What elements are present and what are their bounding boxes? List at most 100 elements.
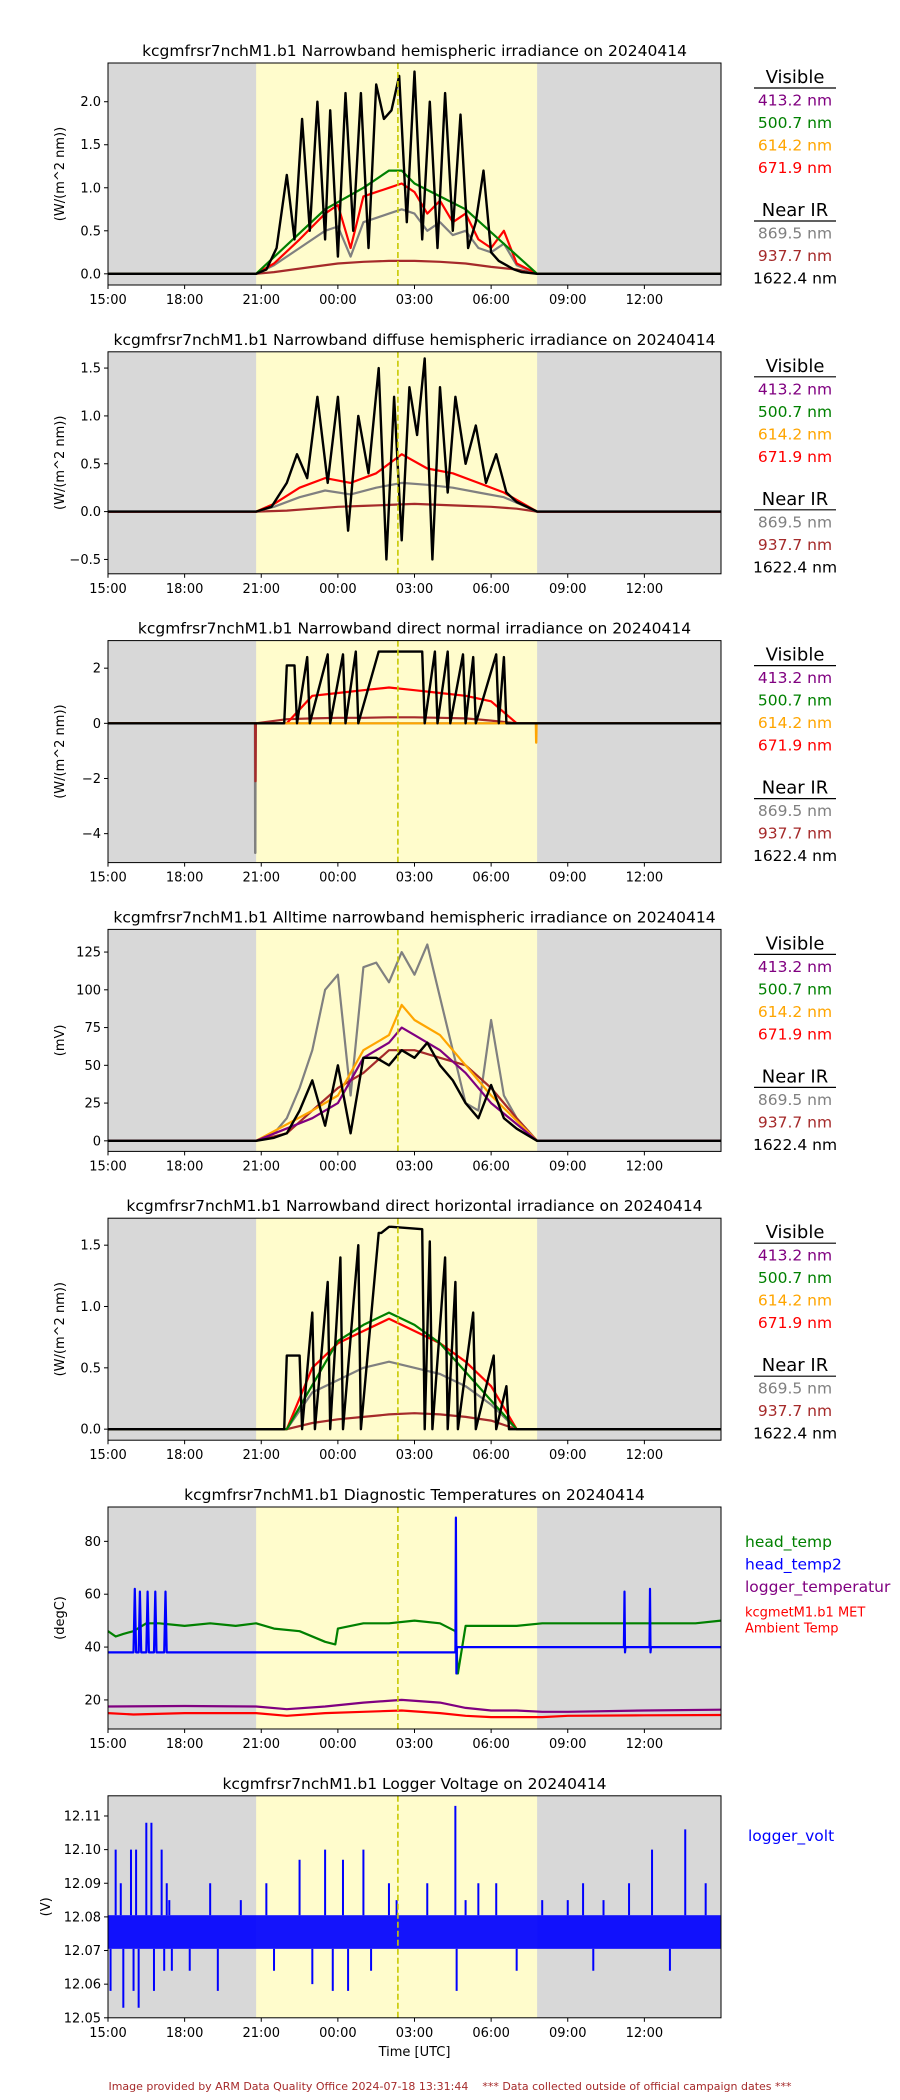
legend-item: logger_volt [748, 1827, 834, 1846]
panel-title: kcgmfrsr7nchM1.b1 Narrowband hemispheric… [142, 42, 687, 60]
x-tick-label: 09:00 [549, 1737, 586, 1752]
panel-6: kcgmfrsr7nchM1.b1 Diagnostic Temperature… [53, 1486, 891, 1752]
legend-visible-title: Visible [766, 1222, 825, 1243]
y-axis-label: (W/(m^2 nm)) [53, 127, 68, 221]
series-line-2 [108, 453, 721, 513]
y-tick-label: −0.5 [69, 553, 101, 568]
panel-title: kcgmfrsr7nchM1.b1 Diagnostic Temperature… [184, 1486, 645, 1504]
y-tick-label: 125 [76, 946, 101, 961]
spectral-legend: Visible 413.2 nm 500.7 nm 614.2 nm 671.9 nm N… [753, 356, 837, 577]
series-line-4 [108, 70, 721, 275]
legend-visible-title: Visible [766, 933, 825, 954]
x-tick-label: 21:00 [243, 1737, 280, 1752]
y-tick-label: 0.5 [80, 457, 101, 472]
series-line-1 [108, 716, 721, 783]
spectral-legend: Visible 413.2 nm 500.7 nm 614.2 nm 671.9 nm N… [753, 933, 837, 1154]
y-tick-label: 75 [84, 1021, 101, 1036]
y-tick-label: 1.0 [80, 1300, 101, 1315]
x-tick-label: 03:00 [396, 1737, 433, 1752]
y-tick-label: 0 [93, 717, 101, 732]
y-tick-label: 0.0 [80, 267, 101, 282]
y-tick-label: 0.0 [80, 1423, 101, 1438]
x-tick-label: 21:00 [243, 582, 280, 597]
x-tick-label: 18:00 [166, 582, 203, 597]
series-line-0 [108, 1619, 721, 1675]
spectral-legend: Visible 413.2 nm 500.7 nm 614.2 nm 671.9 nm N… [753, 645, 837, 866]
x-tick-label: 18:00 [166, 871, 203, 886]
plot-area [108, 70, 721, 275]
legend-item: 614.2 nm [758, 425, 832, 443]
x-tick-label: 15:00 [89, 1448, 126, 1463]
series-line-4 [108, 1225, 721, 1431]
x-tick-label: 03:00 [396, 293, 433, 308]
y-axis-label: (W/(m^2 nm)) [53, 416, 68, 510]
legend-item: 1622.4 nm [753, 270, 837, 288]
series-line-3 [108, 1709, 721, 1719]
legend-item: 413.2 nm [758, 669, 832, 687]
y-tick-label: 12.11 [64, 1809, 101, 1824]
x-tick-label: 12:00 [626, 1159, 663, 1174]
y-axis-label: (mV) [53, 1025, 68, 1057]
plot-area [108, 943, 721, 1143]
y-tick-label: 80 [84, 1535, 101, 1550]
y-axis-label: (degC) [53, 1596, 68, 1640]
y-tick-label: 2.0 [80, 95, 101, 110]
x-tick-label: 00:00 [319, 293, 356, 308]
x-tick-label: 12:00 [626, 582, 663, 597]
legend-item: 671.9 nm [758, 448, 832, 466]
legend-item: 869.5 nm [758, 802, 832, 820]
spectral-legend: Visible 413.2 nm 500.7 nm 614.2 nm 671.9 nm N… [753, 1222, 837, 1443]
y-tick-label: 12.09 [64, 1877, 101, 1892]
legend-item: 937.7 nm [758, 536, 832, 554]
legend-visible-title: Visible [766, 356, 825, 377]
x-tick-label: 18:00 [166, 1448, 203, 1463]
legend-item-line: kcgmetM1.b1 MET [745, 1606, 865, 1621]
legend-item: 500.7 nm [758, 692, 832, 710]
legend-item: 1622.4 nm [753, 1425, 837, 1443]
legend-item: 869.5 nm [758, 225, 832, 243]
x-tick-label: 18:00 [166, 1159, 203, 1174]
x-tick-label: 06:00 [472, 293, 509, 308]
x-tick-label: 06:00 [472, 1448, 509, 1463]
plot-area [108, 650, 721, 855]
y-tick-label: 12.07 [64, 1944, 101, 1959]
x-tick-label: 15:00 [89, 582, 126, 597]
x-tick-label: 09:00 [549, 871, 586, 886]
x-axis-label: Time [UTC] [378, 2045, 451, 2060]
panel-title: kcgmfrsr7nchM1.b1 Logger Voltage on 2024… [222, 1775, 606, 1793]
legend-item: 671.9 nm [758, 737, 832, 755]
legend-visible-title: Visible [766, 645, 825, 666]
footer-notice: *** Data collected outside of official c… [482, 2080, 792, 2093]
y-tick-label: 12.06 [64, 1978, 101, 1993]
y-tick-label: 100 [76, 983, 101, 998]
x-tick-label: 03:00 [396, 871, 433, 886]
legend-item: 1622.4 nm [753, 558, 837, 576]
legend-item: 500.7 nm [758, 114, 832, 132]
x-tick-label: 12:00 [626, 871, 663, 886]
x-tick-label: 09:00 [549, 293, 586, 308]
panel-1: kcgmfrsr7nchM1.b1 Narrowband hemispheric… [53, 42, 837, 308]
y-tick-label: 40 [84, 1641, 101, 1656]
legend-item: 937.7 nm [758, 247, 832, 265]
y-axis-label: (V) [39, 1897, 54, 1916]
x-tick-label: 21:00 [243, 293, 280, 308]
series-line-3 [108, 1026, 721, 1142]
series-band-logger_volt [108, 1915, 721, 1949]
y-tick-label: 12.08 [64, 1910, 101, 1925]
x-tick-label: 15:00 [89, 1737, 126, 1752]
x-tick-label: 12:00 [626, 1448, 663, 1463]
legend-item: 937.7 nm [758, 1113, 832, 1131]
x-tick-label: 12:00 [626, 293, 663, 308]
panel-title: kcgmfrsr7nchM1.b1 Narrowband direct hori… [126, 1197, 702, 1215]
x-tick-label: 15:00 [89, 293, 126, 308]
plot-area [108, 1516, 721, 1719]
y-tick-label: 1.5 [80, 138, 101, 153]
x-tick-label: 18:00 [166, 293, 203, 308]
y-tick-label: 60 [84, 1588, 101, 1603]
x-tick-label: 18:00 [166, 1737, 203, 1752]
x-tick-label: 12:00 [626, 1737, 663, 1752]
legend-item-line: Ambient Temp [745, 1622, 839, 1637]
panel-5: kcgmfrsr7nchM1.b1 Narrowband direct hori… [53, 1197, 837, 1463]
y-tick-label: 12.10 [64, 1843, 101, 1858]
panel-2: kcgmfrsr7nchM1.b1 Narrowband diffuse hem… [53, 331, 837, 597]
